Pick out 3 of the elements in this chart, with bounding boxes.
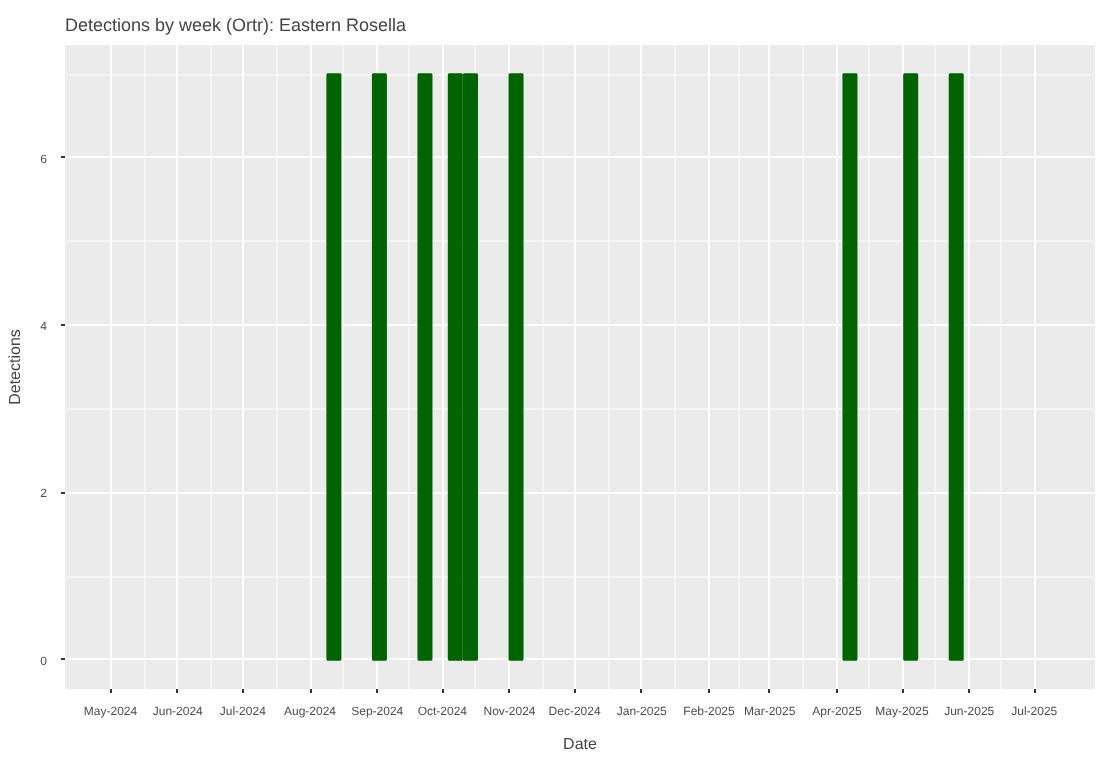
y-axis-title: Detections: [6, 329, 25, 405]
chart-title: Detections by week (Ortr): Eastern Rosella: [65, 15, 407, 35]
x-axis-title: Date: [563, 735, 598, 753]
